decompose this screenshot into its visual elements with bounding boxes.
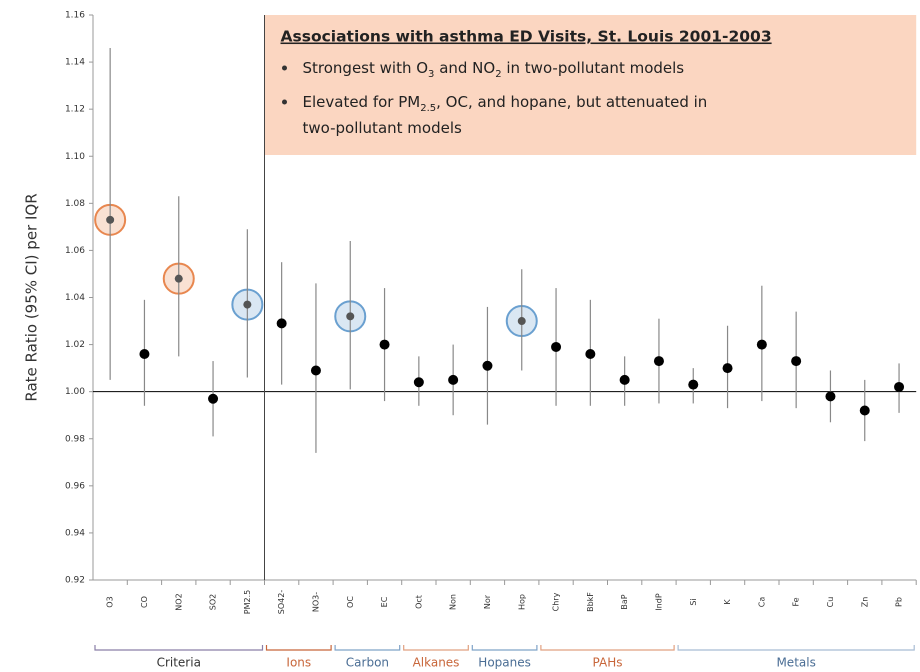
y-tick-label: 1.16 [65,11,85,21]
annotation-box [264,15,917,155]
point [276,318,287,329]
point [653,356,664,367]
x-tick-label: Hop [517,594,526,610]
point [825,391,836,402]
x-tick-label: Cu [826,597,835,608]
point [756,339,767,350]
x-tick-label: OC [346,596,355,608]
annotation-line: Strongest with O3 and NO2 in two-polluta… [303,59,685,80]
point [106,215,115,224]
group-label: Ions [286,656,311,670]
point [619,374,630,385]
x-tick-label: Si [689,598,698,605]
text-segment: and NO [434,59,495,77]
y-tick-label: 1.08 [65,199,85,209]
x-tick-label: BaP [620,594,629,609]
point [482,360,493,371]
y-tick-label: 1.02 [65,340,85,350]
point [310,365,321,376]
group-bracket [334,645,401,651]
x-tick-label: Nor [483,594,492,609]
point [688,379,699,390]
subscript: 2.5 [420,103,436,114]
group-label: PAHs [593,656,623,670]
group-label: Alkanes [413,656,460,670]
x-tick-label: IndP [654,593,663,611]
group-bracket [540,645,675,651]
text-segment: Elevated for PM [303,93,421,111]
group-bracket [677,645,915,651]
x-tick-label: Chry [552,592,561,611]
x-tick-label: Zn [860,597,869,608]
point [413,377,424,388]
point [208,393,219,404]
y-axis-label: Rate Ratio (95% CI) per IQR [23,193,41,401]
text-segment: Strongest with O [303,59,429,77]
point [346,312,355,321]
point [791,356,802,367]
x-tick-label: PM2.5 [243,590,252,614]
annotation-line: Elevated for PM2.5, OC, and hopane, but … [303,93,708,114]
point [448,374,459,385]
point [859,405,870,416]
y-tick-label: 1.14 [65,58,85,68]
x-tick-label: SO2 [209,594,218,610]
x-tick-label: O3 [106,596,115,607]
y-tick-label: 1.04 [65,293,85,303]
x-tick-label: Fe [792,597,801,606]
x-tick-label: NO3- [311,592,320,612]
text-segment: in two-pollutant models [502,59,685,77]
x-tick-label: Oct [414,595,423,609]
x-tick-label: SO42- [277,590,286,615]
subscript: 3 [428,69,434,80]
group-bracket [403,645,469,651]
annotation-line: two-pollutant models [303,119,462,137]
point [139,349,150,359]
point [894,381,905,392]
y-tick-label: 1.10 [65,152,85,162]
point [722,363,733,374]
group-label: Hopanes [478,656,531,670]
y-tick-label: 0.94 [65,528,85,538]
y-tick-label: 0.96 [65,481,85,491]
x-tick-label: NO2 [174,593,183,610]
x-tick-label: EC [380,596,389,607]
point [585,349,596,359]
group-bracket [471,645,538,651]
text-segment: two-pollutant models [303,119,462,137]
x-tick-label: BbkF [586,592,595,612]
x-tick-label: Non [449,594,458,610]
annotation-title: Associations with asthma ED Visits, St. … [281,28,772,46]
x-tick-label: CO [140,596,149,608]
bullet [282,65,287,71]
point [174,274,183,283]
subscript: 2 [495,69,501,80]
x-tick-label: Pb [895,597,904,607]
point [243,300,252,309]
y-tick-label: 0.92 [65,576,85,586]
point [379,339,390,350]
group-label: Carbon [346,656,389,670]
point [517,317,526,326]
group-label: Criteria [157,656,201,670]
text-segment: , OC, and hopane, but attenuated in [436,93,707,111]
group-label: Metals [776,656,815,670]
x-tick-label: K [723,599,732,605]
y-tick-label: 0.98 [65,434,85,444]
y-tick-label: 1.00 [65,387,85,397]
y-tick-label: 1.12 [65,105,85,115]
point [551,341,562,352]
x-tick-label: Ca [757,597,766,608]
y-tick-label: 1.06 [65,246,85,256]
group-bracket [265,645,332,651]
group-bracket [94,645,264,651]
bullet [282,99,287,105]
